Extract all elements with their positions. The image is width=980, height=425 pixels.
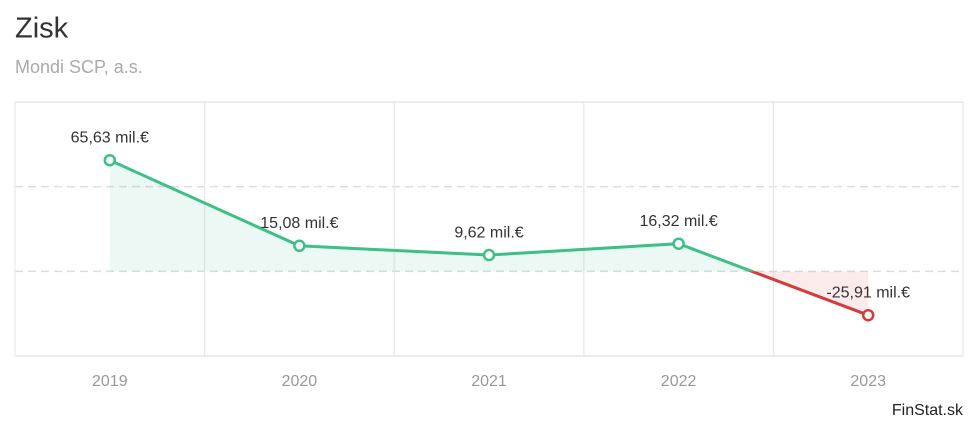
value-label: 15,08 mil.€ <box>260 215 338 232</box>
chart-title: Zisk <box>15 13 69 45</box>
x-tick-label: 2023 <box>850 373 886 390</box>
chart-subtitle: Mondi SCP, a.s. <box>15 57 143 77</box>
x-tick-label: 2019 <box>92 373 128 390</box>
point <box>482 248 496 262</box>
negative-area <box>751 271 869 316</box>
point <box>672 237 685 250</box>
value-label: 16,32 mil.€ <box>639 213 717 230</box>
source: FinStat.sk <box>892 402 964 419</box>
x-tick-label: 2022 <box>661 373 697 390</box>
positive-area <box>109 160 869 272</box>
value-label: -25,91 mil.€ <box>826 284 910 301</box>
point <box>861 308 875 322</box>
x-tick-label: 2021 <box>471 373 507 390</box>
point <box>293 239 306 253</box>
value-label: 9,62 mil.€ <box>454 224 523 241</box>
point <box>103 153 117 167</box>
x-tick-label: 2020 <box>282 373 318 390</box>
value-label: 65,63 mil.€ <box>71 129 149 146</box>
